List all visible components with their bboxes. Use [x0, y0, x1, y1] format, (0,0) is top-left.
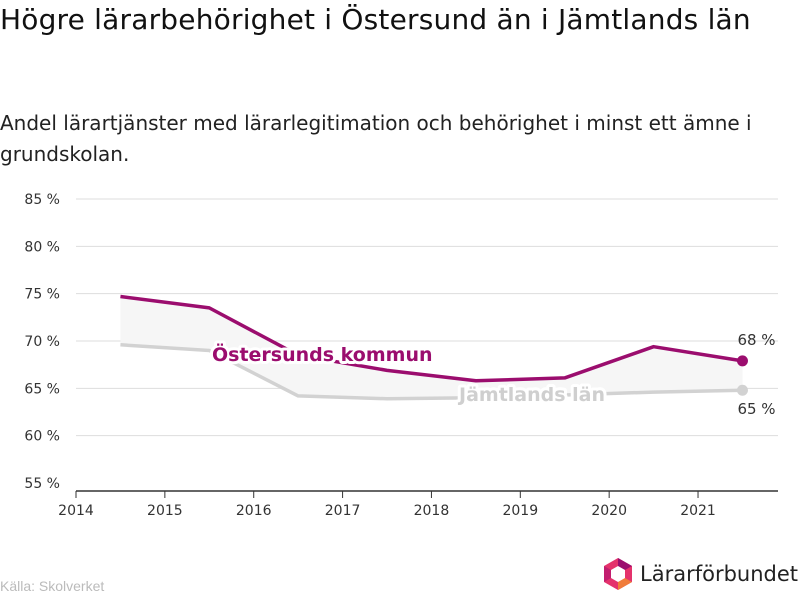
end-label-ostersund: 68 %	[737, 331, 775, 349]
x-tick-label: 2021	[680, 503, 716, 519]
band-area	[120, 296, 743, 399]
chart-title: Högre lärarbehörighet i Östersund än i J…	[0, 3, 751, 36]
y-tick-label: 70 %	[24, 334, 60, 350]
x-tick-label: 2014	[58, 503, 94, 519]
y-tick-label: 85 %	[24, 192, 60, 208]
x-tick-label: 2020	[591, 503, 627, 519]
label-ostersund: Östersunds kommun	[212, 342, 433, 366]
logo-wordmark: Lärarförbundet	[640, 562, 799, 586]
series-ostersund-line	[120, 294, 743, 383]
y-tick-label: 75 %	[24, 287, 60, 303]
label-ostersund-halo: Östersunds kommun	[212, 342, 433, 366]
x-tick-label: 2017	[325, 503, 361, 519]
hexagon-logo-icon	[604, 558, 632, 590]
label-jamtland-halo: Jämtlands län	[457, 384, 605, 406]
difference-band	[120, 296, 743, 399]
x-tick-label: 2016	[236, 503, 272, 519]
y-tick-label: 65 %	[24, 381, 60, 397]
source-note: Källa: Skolverket	[0, 578, 105, 594]
x-tick-label: 2019	[502, 503, 538, 519]
x-tick-label: 2015	[147, 503, 183, 519]
end-label-jamtland: 65 %	[737, 400, 775, 418]
brand-logo: Lärarförbundet	[602, 557, 798, 591]
x-axis: 2014 2015 2016 2017 2018 2019 2020 2021	[58, 490, 778, 519]
series-jamtland-line	[120, 343, 743, 401]
series-lines	[120, 294, 748, 401]
series-jamtland-point	[736, 384, 748, 396]
x-tick-label: 2018	[414, 503, 450, 519]
series-ostersund-point	[736, 355, 748, 367]
y-axis: 55 % 60 % 65 % 70 % 75 % 80 % 85 %	[24, 192, 60, 492]
y-tick-label: 55 %	[24, 476, 60, 492]
y-tick-label: 80 %	[24, 239, 60, 255]
y-tick-label: 60 %	[24, 429, 60, 445]
label-jamtland: Jämtlands län	[457, 384, 605, 406]
chart-subtitle: Andel lärartjänster med lärarlegitimatio…	[0, 111, 752, 166]
